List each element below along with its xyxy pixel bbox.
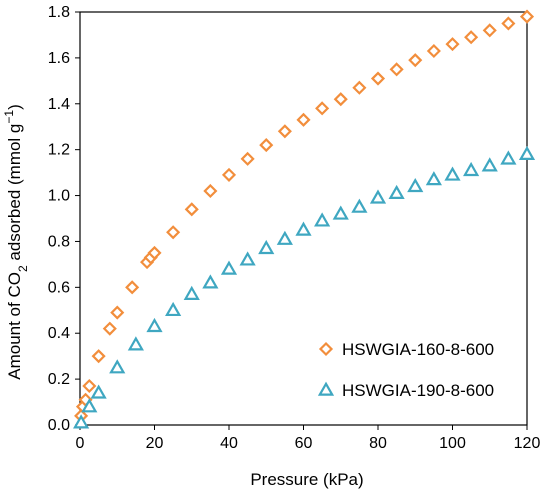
x-tick-label: 20: [146, 435, 164, 452]
legend: HSWGIA-160-8-600 HSWGIA-190-8-600: [317, 340, 494, 400]
data-point: [519, 9, 535, 24]
legend-label: HSWGIA-160-8-600: [342, 340, 494, 359]
data-point: [426, 43, 441, 59]
data-point: [333, 92, 348, 107]
data-point: [91, 349, 106, 364]
data-point: [90, 384, 107, 399]
y-tick-label: 1.8: [48, 4, 70, 21]
data-point: [352, 80, 367, 95]
y-axis-title: Amount of CO2 adsorbed (mmol g−1): [2, 104, 30, 380]
data-point: [125, 280, 140, 295]
data-point: [482, 23, 497, 38]
data-point: [481, 157, 498, 172]
data-point: [295, 221, 312, 236]
data-point: [314, 212, 331, 227]
data-point: [444, 166, 461, 181]
data-point: [296, 112, 311, 127]
data-point: [332, 205, 349, 220]
data-point: [464, 30, 479, 45]
data-point: [370, 71, 386, 86]
data-point: [165, 301, 182, 317]
y-tick-label: 0.8: [48, 233, 70, 250]
data-point: [221, 167, 237, 182]
data-point: [102, 321, 117, 336]
data-point: [445, 37, 460, 52]
data-point: [315, 101, 330, 116]
x-tick-label: 100: [439, 435, 466, 452]
data-point: [147, 245, 162, 260]
plot-frame: [79, 11, 528, 426]
ticks: 0 20 40 60 80 100 120 0.0 0.2 0.4 0.6 0.8 1.0 1.2 1.4 1…: [48, 4, 541, 452]
data-point: [258, 239, 275, 255]
data-point: [82, 378, 97, 394]
data-point: [500, 150, 517, 165]
data-series: [73, 9, 536, 429]
data-point: [369, 189, 387, 204]
x-tick-label: 60: [295, 435, 313, 452]
data-point: [184, 202, 199, 217]
data-point: [203, 183, 218, 199]
y-tick-label: 0.4: [48, 325, 70, 342]
x-tick-label: 120: [514, 435, 541, 452]
data-point: [239, 251, 256, 266]
data-point: [518, 145, 536, 161]
x-tick-label: 80: [369, 435, 387, 452]
data-point: [351, 198, 368, 213]
data-point: [146, 317, 163, 333]
y-tick-label: 1.2: [48, 142, 70, 159]
data-point: [166, 225, 181, 240]
legend-label: HSWGIA-190-8-600: [342, 381, 494, 400]
data-point: [110, 305, 125, 320]
data-point: [220, 260, 238, 275]
data-point: [501, 16, 516, 31]
y-tick-label: 1.0: [48, 188, 70, 205]
x-axis-title: Pressure (kPa): [250, 470, 363, 489]
data-point: [408, 53, 423, 68]
data-point: [183, 285, 200, 300]
series-1: [74, 9, 535, 423]
data-point: [127, 336, 144, 351]
data-point: [240, 151, 255, 166]
data-point: [276, 230, 293, 245]
data-point: [463, 161, 480, 177]
y-tick-label: 0.2: [48, 371, 70, 388]
y-tick-label: 1.4: [48, 96, 70, 113]
data-point: [202, 274, 219, 289]
series-2: [73, 145, 536, 429]
data-point: [81, 398, 98, 413]
axes: [79, 11, 528, 426]
y-tick-label: 1.6: [48, 50, 70, 67]
x-tick-label: 0: [76, 435, 85, 452]
data-point: [389, 62, 404, 77]
x-tick-label: 40: [220, 435, 238, 452]
data-point: [277, 124, 292, 139]
data-point: [109, 359, 126, 374]
data-point: [388, 184, 405, 200]
data-point: [425, 171, 442, 186]
y-tick-label: 0.0: [48, 417, 70, 434]
y-tick-label: 0.6: [48, 279, 70, 296]
legend-marker: [317, 381, 335, 396]
data-point: [407, 177, 424, 193]
data-point: [73, 414, 90, 429]
data-point: [259, 138, 274, 153]
legend-marker: [318, 341, 334, 357]
